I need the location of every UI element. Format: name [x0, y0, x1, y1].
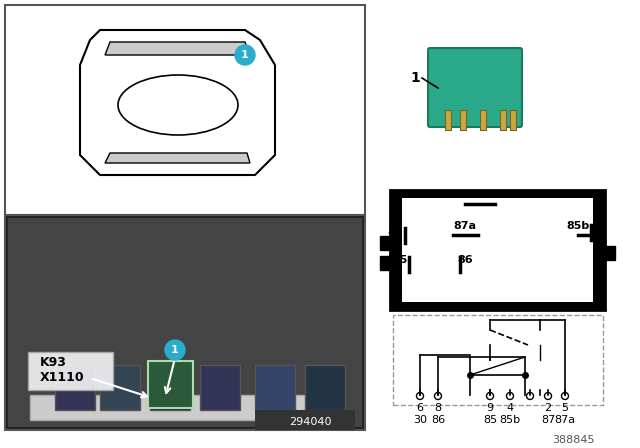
Circle shape: [235, 45, 255, 65]
Bar: [500, 110, 506, 130]
Bar: [445, 110, 451, 130]
Text: 87a: 87a: [454, 221, 477, 231]
FancyBboxPatch shape: [428, 48, 522, 127]
Text: 86: 86: [431, 415, 445, 425]
Bar: [603, 246, 615, 260]
Text: 8: 8: [435, 403, 442, 413]
Bar: [460, 110, 466, 130]
Bar: [8, 218, 362, 427]
Text: 85: 85: [392, 255, 408, 265]
Text: 2: 2: [545, 403, 552, 413]
Text: 1: 1: [410, 71, 420, 85]
PathPatch shape: [105, 153, 250, 163]
Text: 30: 30: [413, 415, 427, 425]
Bar: [5, 5, 365, 215]
Text: 87: 87: [541, 415, 555, 425]
Text: 85b: 85b: [499, 415, 520, 425]
Text: 87a: 87a: [554, 415, 575, 425]
Text: 4: 4: [506, 403, 513, 413]
Bar: [380, 236, 392, 250]
Circle shape: [417, 392, 424, 400]
Bar: [255, 410, 355, 430]
Text: 388845: 388845: [552, 435, 595, 445]
Bar: [390, 190, 605, 310]
Text: 5: 5: [561, 403, 568, 413]
Bar: [28, 352, 113, 390]
PathPatch shape: [105, 42, 250, 55]
Text: 30: 30: [388, 226, 403, 236]
Bar: [100, 365, 140, 410]
Bar: [470, 357, 525, 375]
Bar: [380, 256, 392, 270]
Bar: [393, 315, 603, 405]
Text: 86: 86: [457, 255, 472, 265]
Bar: [150, 365, 190, 410]
Circle shape: [165, 340, 185, 360]
Text: 9: 9: [486, 403, 493, 413]
Circle shape: [486, 392, 493, 400]
Bar: [510, 110, 516, 130]
Text: 294040: 294040: [289, 417, 332, 427]
Ellipse shape: [118, 75, 238, 135]
Circle shape: [435, 392, 442, 400]
Bar: [55, 365, 95, 410]
Text: X1110: X1110: [40, 370, 84, 383]
Circle shape: [506, 392, 513, 400]
Circle shape: [527, 392, 534, 400]
Text: K93: K93: [40, 356, 67, 369]
Bar: [148, 361, 193, 408]
Bar: [200, 365, 240, 410]
Circle shape: [545, 392, 552, 400]
Bar: [255, 365, 295, 410]
Circle shape: [561, 392, 568, 400]
Bar: [30, 395, 340, 420]
Text: 1: 1: [171, 345, 179, 355]
Bar: [402, 198, 593, 302]
Bar: [480, 110, 486, 130]
Bar: [305, 365, 345, 410]
Text: 1: 1: [241, 50, 249, 60]
Text: 87: 87: [472, 190, 488, 200]
Text: 85: 85: [483, 415, 497, 425]
Bar: [5, 215, 365, 430]
Text: 6: 6: [417, 403, 424, 413]
Text: 85b: 85b: [567, 221, 590, 231]
PathPatch shape: [80, 30, 275, 175]
